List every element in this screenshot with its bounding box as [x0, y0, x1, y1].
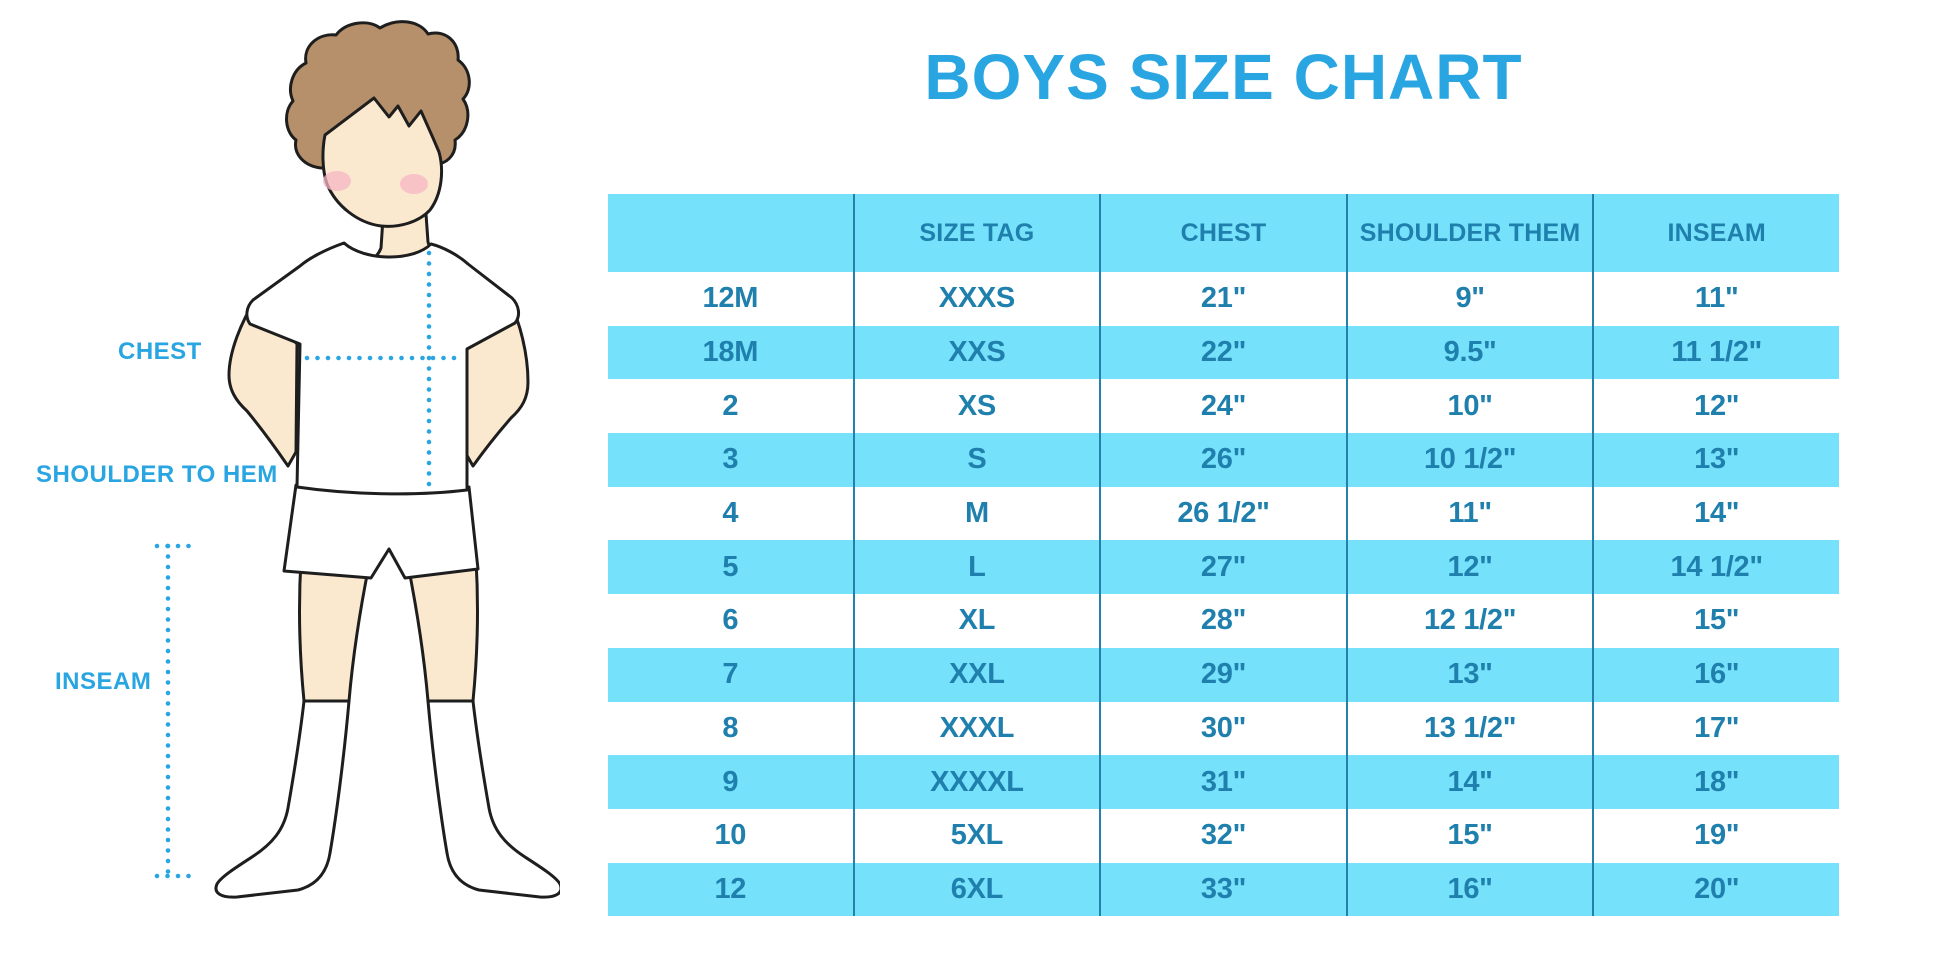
size-tag-cell: XXXS [852, 272, 1100, 326]
shoulder-cell: 16" [1345, 862, 1593, 917]
table-row: 4 M 26 1/2" 11" 14" [608, 486, 1839, 541]
blush-cheeks [323, 171, 428, 194]
size-tag-cell: XL [852, 594, 1100, 648]
size-tag-cell: S [852, 433, 1100, 487]
inseam-cell: 16" [1592, 647, 1839, 702]
size-tag-cell: XXS [852, 325, 1100, 380]
size-cell: 5 [722, 550, 739, 583]
size-cell: 2 [722, 389, 739, 422]
shoulder-cell: 9" [1345, 272, 1593, 326]
shoulder-to-hem-label: SHOULDER TO HEM [36, 461, 278, 488]
table-row: 8 XXXL 30" 13 1/2" 17" [608, 701, 1839, 756]
size-tag-cell: XXL [852, 647, 1100, 702]
chest-cell: 29" [1099, 647, 1346, 702]
chest-label: CHEST [118, 338, 202, 365]
inseam-cell: 11" [1592, 272, 1839, 326]
table-row: 3 S 26" 10 1/2" 13" [608, 433, 1839, 487]
measurement-lines [154, 250, 465, 879]
chest-cell: 27" [1099, 540, 1346, 595]
chest-cell: 28" [1099, 594, 1346, 648]
size-cell: 6 [722, 604, 739, 637]
inseam-cell: 14" [1592, 486, 1839, 541]
left-arm [227, 297, 299, 468]
chest-cell: 31" [1099, 755, 1346, 809]
inseam-cell: 17" [1592, 701, 1839, 756]
shoulder-cell: 9.5" [1345, 325, 1593, 380]
left-sock [214, 699, 351, 899]
size-tag-cell: XXXXL [852, 755, 1100, 809]
shoulder-cell: 12 1/2" [1345, 594, 1593, 648]
table-row: 9 XXXXL 31" 14" 18" [608, 755, 1839, 809]
header-size-tag: SIZE TAG [852, 194, 1100, 272]
inseam-cell: 14 1/2" [1592, 540, 1839, 595]
shoulder-cell: 12" [1345, 540, 1593, 595]
chest-cell: 33" [1099, 862, 1346, 917]
inseam-cell: 11 1/2" [1592, 325, 1839, 380]
size-table: SIZE TAG CHEST SHOULDER THEM INSEAM 12M … [608, 194, 1839, 917]
table-row: 12M XXXS 21" 9" 11" [608, 272, 1839, 326]
table-row: 7 XXL 29" 13" 16" [608, 647, 1839, 702]
right-leg [406, 558, 479, 703]
header-shoulder-them: SHOULDER THEM [1345, 194, 1593, 272]
shoulder-cell: 11" [1345, 486, 1593, 541]
inseam-cell: 15" [1592, 594, 1839, 648]
shoulder-cell: 13" [1345, 647, 1593, 702]
shoulder-cell: 13 1/2" [1345, 701, 1593, 756]
size-cell: 3 [722, 443, 739, 476]
chest-cell: 26" [1099, 433, 1346, 487]
shoulder-cell: 14" [1345, 755, 1593, 809]
chest-cell: 22" [1099, 325, 1346, 380]
size-cell: 12 [714, 872, 747, 905]
chest-cell: 30" [1099, 701, 1346, 756]
header-chest: CHEST [1099, 194, 1346, 272]
shoulder-cell: 10 1/2" [1345, 433, 1593, 487]
size-tag-cell: M [852, 486, 1100, 541]
right-sock [426, 699, 560, 899]
chest-cell: 26 1/2" [1099, 486, 1346, 541]
size-tag-cell: 6XL [852, 862, 1100, 917]
table-row: 2 XS 24" 10" 12" [608, 379, 1839, 434]
boy-illustration [154, 20, 560, 899]
chest-cell: 32" [1099, 808, 1346, 863]
size-cell: 12M [702, 282, 759, 315]
table-row: 6 XL 28" 12 1/2" 15" [608, 594, 1839, 648]
size-tag-cell: L [852, 540, 1100, 595]
table-row: 12 6XL 33" 16" 20" [608, 862, 1839, 917]
size-cell: 8 [722, 711, 739, 744]
header-inseam: INSEAM [1592, 194, 1839, 272]
shoulder-cell: 15" [1345, 808, 1593, 863]
size-tag-cell: 5XL [852, 808, 1100, 863]
table-header-row: SIZE TAG CHEST SHOULDER THEM INSEAM [608, 194, 1839, 272]
size-tag-cell: XS [852, 379, 1100, 434]
table-row: 18M XXS 22" 9.5" 11 1/2" [608, 325, 1839, 380]
inseam-cell: 20" [1592, 862, 1839, 917]
left-leg [298, 558, 371, 703]
chest-cell: 24" [1099, 379, 1346, 434]
size-cell: 9 [722, 765, 739, 798]
inseam-label: INSEAM [55, 668, 152, 695]
t-shirt [245, 241, 521, 496]
table-row: 10 5XL 32" 15" 19" [608, 808, 1839, 863]
inseam-cell: 19" [1592, 808, 1839, 863]
size-cell: 4 [722, 497, 739, 530]
shorts [282, 483, 480, 580]
inseam-cell: 12" [1592, 379, 1839, 434]
inseam-cell: 18" [1592, 755, 1839, 809]
page-title: BOYS SIZE CHART [924, 41, 1523, 113]
size-cell: 18M [702, 336, 759, 369]
shoulder-cell: 10" [1345, 379, 1593, 434]
size-tag-cell: XXXL [852, 701, 1100, 756]
table-row: 5 L 27" 12" 14 1/2" [608, 540, 1839, 595]
inseam-cell: 13" [1592, 433, 1839, 487]
size-cell: 10 [714, 819, 747, 852]
chest-cell: 21" [1099, 272, 1346, 326]
size-cell: 7 [722, 658, 739, 691]
header-size [608, 194, 853, 272]
